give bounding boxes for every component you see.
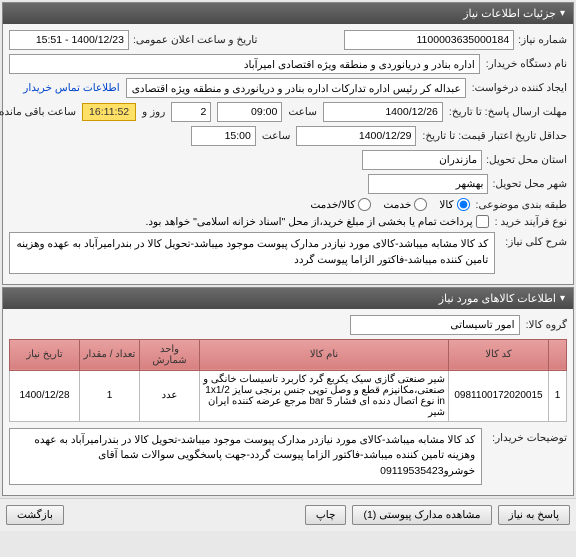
cell-code: 0981100172020015 [449,370,549,421]
th-unit: واحد شمارش [140,339,200,370]
need-info-header: ▾ جزئیات اطلاعات نیاز [3,3,573,24]
group-field [350,315,520,335]
th-code: کد کالا [449,339,549,370]
purchase-type-label: نوع فرآیند خرید : [495,216,567,228]
time-label-1: ساعت [288,106,317,118]
radio-goods-service[interactable]: کالا/خدمت [310,198,371,211]
radio-service[interactable]: خدمت [383,198,427,211]
items-header: ▾ اطلاعات کالاهای مورد نیاز [3,288,573,309]
requester-label: ایجاد کننده درخواست: [472,82,567,94]
need-info-body: شماره نیاز: تاریخ و ساعت اعلان عمومی: نا… [3,24,573,284]
response-deadline-label: مهلت ارسال پاسخ: تا تاریخ: [449,106,567,118]
announce-label: تاریخ و ساعت اعلان عمومی: [133,34,257,46]
bottom-bar: پاسخ به نیاز مشاهده مدارک پیوستی (1) چاپ… [0,498,576,531]
province-field [362,150,482,170]
radio-service-input[interactable] [414,198,427,211]
items-body: گروه کالا: کد کالا نام کالا واحد شمارش ت… [3,309,573,495]
notes-label: توضیحات خریدار: [492,428,567,444]
day-label: روز و [142,106,165,118]
contact-link[interactable]: اطلاعات تماس خریدار [23,82,119,94]
chevron-down-icon: ▾ [560,8,565,19]
city-label: شهر محل تحویل: [492,178,567,190]
answer-button[interactable]: پاسخ به نیاز [498,505,570,525]
cell-unit: عدد [140,370,200,421]
th-name: نام کالا [200,339,449,370]
items-panel: ▾ اطلاعات کالاهای مورد نیاز گروه کالا: ک… [2,287,574,496]
buyer-label: نام دستگاه خریدار: [486,58,567,70]
response-date-field [323,102,443,122]
response-time-field [217,102,282,122]
checkbox-partial-input[interactable] [476,215,489,228]
table-row: 10981100172020015شیر صنعتی گازی سیک یکرب… [10,370,567,421]
need-no-field [344,30,514,50]
purchase-checkbox-group: پرداخت تمام یا بخشی از مبلغ خرید،از محل … [145,215,488,228]
validity-date-field [296,126,416,146]
items-table-wrap: کد کالا نام کالا واحد شمارش تعداد / مقدا… [9,339,567,422]
attachments-button[interactable]: مشاهده مدارک پیوستی (1) [352,505,491,525]
need-info-title: جزئیات اطلاعات نیاز [463,7,556,20]
radio-service-label: خدمت [383,199,411,211]
cell-name: شیر صنعتی گازی سیک یکربع گرد کاربرد تاسی… [200,370,449,421]
radio-goods-service-label: کالا/خدمت [310,199,355,211]
items-table: کد کالا نام کالا واحد شمارش تعداد / مقدا… [9,339,567,422]
countdown-timer: 16:11:52 [82,103,136,121]
cell-qty: 1 [80,370,140,421]
th-date: تاریخ نیاز [10,339,80,370]
group-label: گروه کالا: [526,319,567,331]
print-button[interactable]: چاپ [305,505,347,525]
announce-field [9,30,129,50]
desc-box: کد کالا مشابه میباشد-کالای مورد نیازدر م… [9,232,495,274]
radio-goods-service-input[interactable] [358,198,371,211]
time-label-2: ساعت [262,130,291,142]
category-label: طبقه بندی موضوعی: [476,199,567,211]
validity-time-field [191,126,256,146]
th-qty: تعداد / مقدار [80,339,140,370]
checkbox-partial-label: پرداخت تمام یا بخشی از مبلغ خرید،از محل … [145,216,472,228]
chevron-down-icon-2: ▾ [560,293,565,304]
city-field [368,174,488,194]
th-idx [549,339,567,370]
province-label: استان محل تحویل: [486,154,567,166]
radio-goods-input[interactable] [457,198,470,211]
cell-date: 1400/12/28 [10,370,80,421]
need-no-label: شماره نیاز: [518,34,567,46]
remaining-label: ساعت باقی مانده [0,106,76,118]
items-title: اطلاعات کالاهای مورد نیاز [439,292,556,305]
need-info-panel: ▾ جزئیات اطلاعات نیاز شماره نیاز: تاریخ … [2,2,574,285]
buyer-field: اداره بنادر و دریانوردی و منطقه ویژه اقت… [9,54,480,74]
radio-goods-label: کالا [439,199,453,211]
radio-goods[interactable]: کالا [439,198,469,211]
notes-box: کد کالا مشابه میباشد-کالای مورد نیازدر م… [9,428,482,485]
back-button[interactable]: بازگشت [6,505,64,525]
validity-label: حداقل تاریخ اعتبار قیمت: تا تاریخ: [422,130,567,142]
cell-idx: 1 [549,370,567,421]
table-header-row: کد کالا نام کالا واحد شمارش تعداد / مقدا… [10,339,567,370]
category-radio-group: کالا خدمت کالا/خدمت [310,198,469,211]
checkbox-partial[interactable]: پرداخت تمام یا بخشی از مبلغ خرید،از محل … [145,215,488,228]
desc-label: شرح کلی نیاز: [505,232,567,248]
requester-field: عبداله کر رئیس اداره تدارکات اداره بنادر… [126,78,466,98]
days-field [171,102,211,122]
